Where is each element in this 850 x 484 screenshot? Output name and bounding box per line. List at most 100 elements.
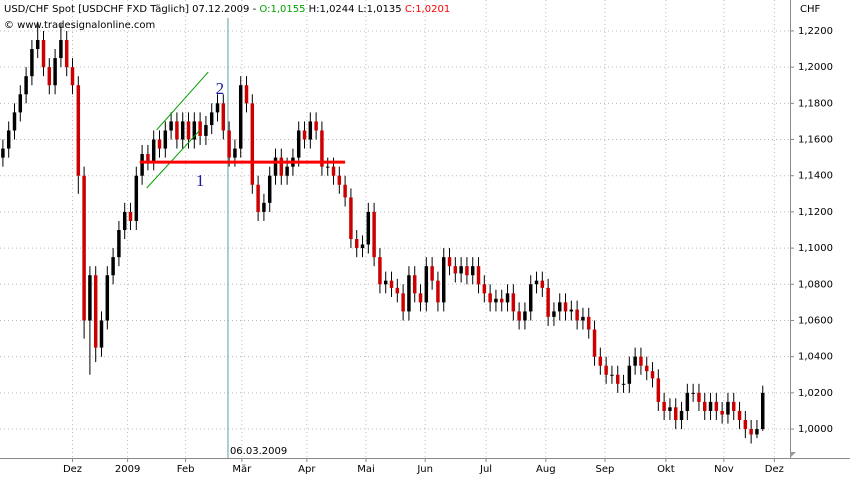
candle-body [418,293,423,303]
y-tick-label: 1,0600 [798,315,833,326]
candle-body [215,103,220,113]
y-tick-label: 1,1600 [798,135,833,146]
x-tick-label: Dez [765,464,784,475]
candle-body [424,266,429,303]
plot [1,18,765,458]
y-tick-label: 1,1800 [798,98,833,109]
candle-body [169,121,173,131]
candle-body [476,266,481,285]
header-low: L:1,0135 [358,4,402,15]
candle-body [714,401,719,411]
y-tick-label: 1,0200 [798,388,833,399]
candle-body [743,419,748,430]
candle-body [639,356,643,366]
candle-body [494,298,498,303]
candle-body [430,266,434,281]
candle-body [186,121,191,140]
candle-body [569,309,574,312]
x-tick-label: Nov [714,464,734,475]
candle-body [343,184,347,198]
candle-body [285,166,289,176]
candle-body [389,280,394,288]
candle-body [128,211,133,221]
y-tick-label: 1,0000 [798,424,833,435]
candle-body [233,148,237,158]
candle-body [534,280,539,285]
candle-body [30,49,34,77]
candle-body [627,365,632,384]
candle-body [111,257,115,276]
candle-body [528,284,533,312]
candle-body [146,153,150,162]
candle-body [552,311,556,317]
candle-body [488,293,492,303]
candle-body [581,316,585,321]
candle-body [685,392,690,411]
candle-body [673,407,678,420]
candle-body [644,365,649,372]
candle-body [505,293,510,303]
x-tick-label: Mär [232,464,252,475]
y-tick-label: 1,2200 [798,26,833,37]
candle-body [140,153,144,176]
candle-body [6,130,11,149]
candle-body [204,125,208,136]
candle-body [192,121,197,140]
date-line-label: 06.03.2009 [230,446,287,457]
candle-body [499,298,504,303]
candle-body [731,401,736,411]
candle-body [337,175,342,185]
candle-body [320,130,324,167]
candle-body [308,121,313,140]
candle-body [180,121,185,140]
candle-body [395,287,400,294]
candle-body [325,166,330,168]
candle-body [615,374,620,384]
candle-body [482,284,487,294]
candle-body [691,392,695,394]
candle-body [157,139,162,149]
candle-body [726,401,730,415]
candle-body [523,311,527,321]
candle-body [331,166,336,176]
candle-body [227,130,231,158]
annotation: 2 [216,79,225,98]
candle-body [621,383,626,385]
candle-body [586,316,591,330]
candle-body [650,371,655,379]
candle-body [436,280,440,303]
x-tick-label: Jul [479,464,492,475]
candle-body [407,275,411,312]
header-close: C:1,0201 [405,4,450,15]
candle-body [64,39,69,68]
candle-body [517,311,521,321]
x-tick-label: Feb [177,464,195,475]
candle-body [93,275,98,348]
candle-body [70,67,75,86]
candle-body [610,374,614,376]
x-tick-label: Apr [298,464,316,475]
candle-body [35,39,40,50]
header: USD/CHF Spot [USDCHF FXD Täglich] 07.12.… [4,4,450,15]
candle-body [465,266,469,276]
x-tick-label: Jun [416,464,433,475]
candle-body [441,257,446,303]
candle-body [412,275,417,294]
candle-body [720,410,724,415]
corner [790,452,796,458]
candle-body [447,257,452,267]
candle-body [360,244,365,249]
candle-body [540,280,545,288]
candle-body [41,39,46,68]
candle-body [598,356,603,366]
candle-body [221,103,226,131]
candle-body [99,320,104,348]
candle-body [296,130,301,158]
candle-body [53,58,57,86]
candle-body [453,266,458,274]
candle-body [24,76,28,95]
channel-line [146,129,201,189]
candle-body [708,401,713,411]
x-tick-label: Sep [596,464,615,475]
copyright: © www.tradesignalonline.com [4,20,155,31]
